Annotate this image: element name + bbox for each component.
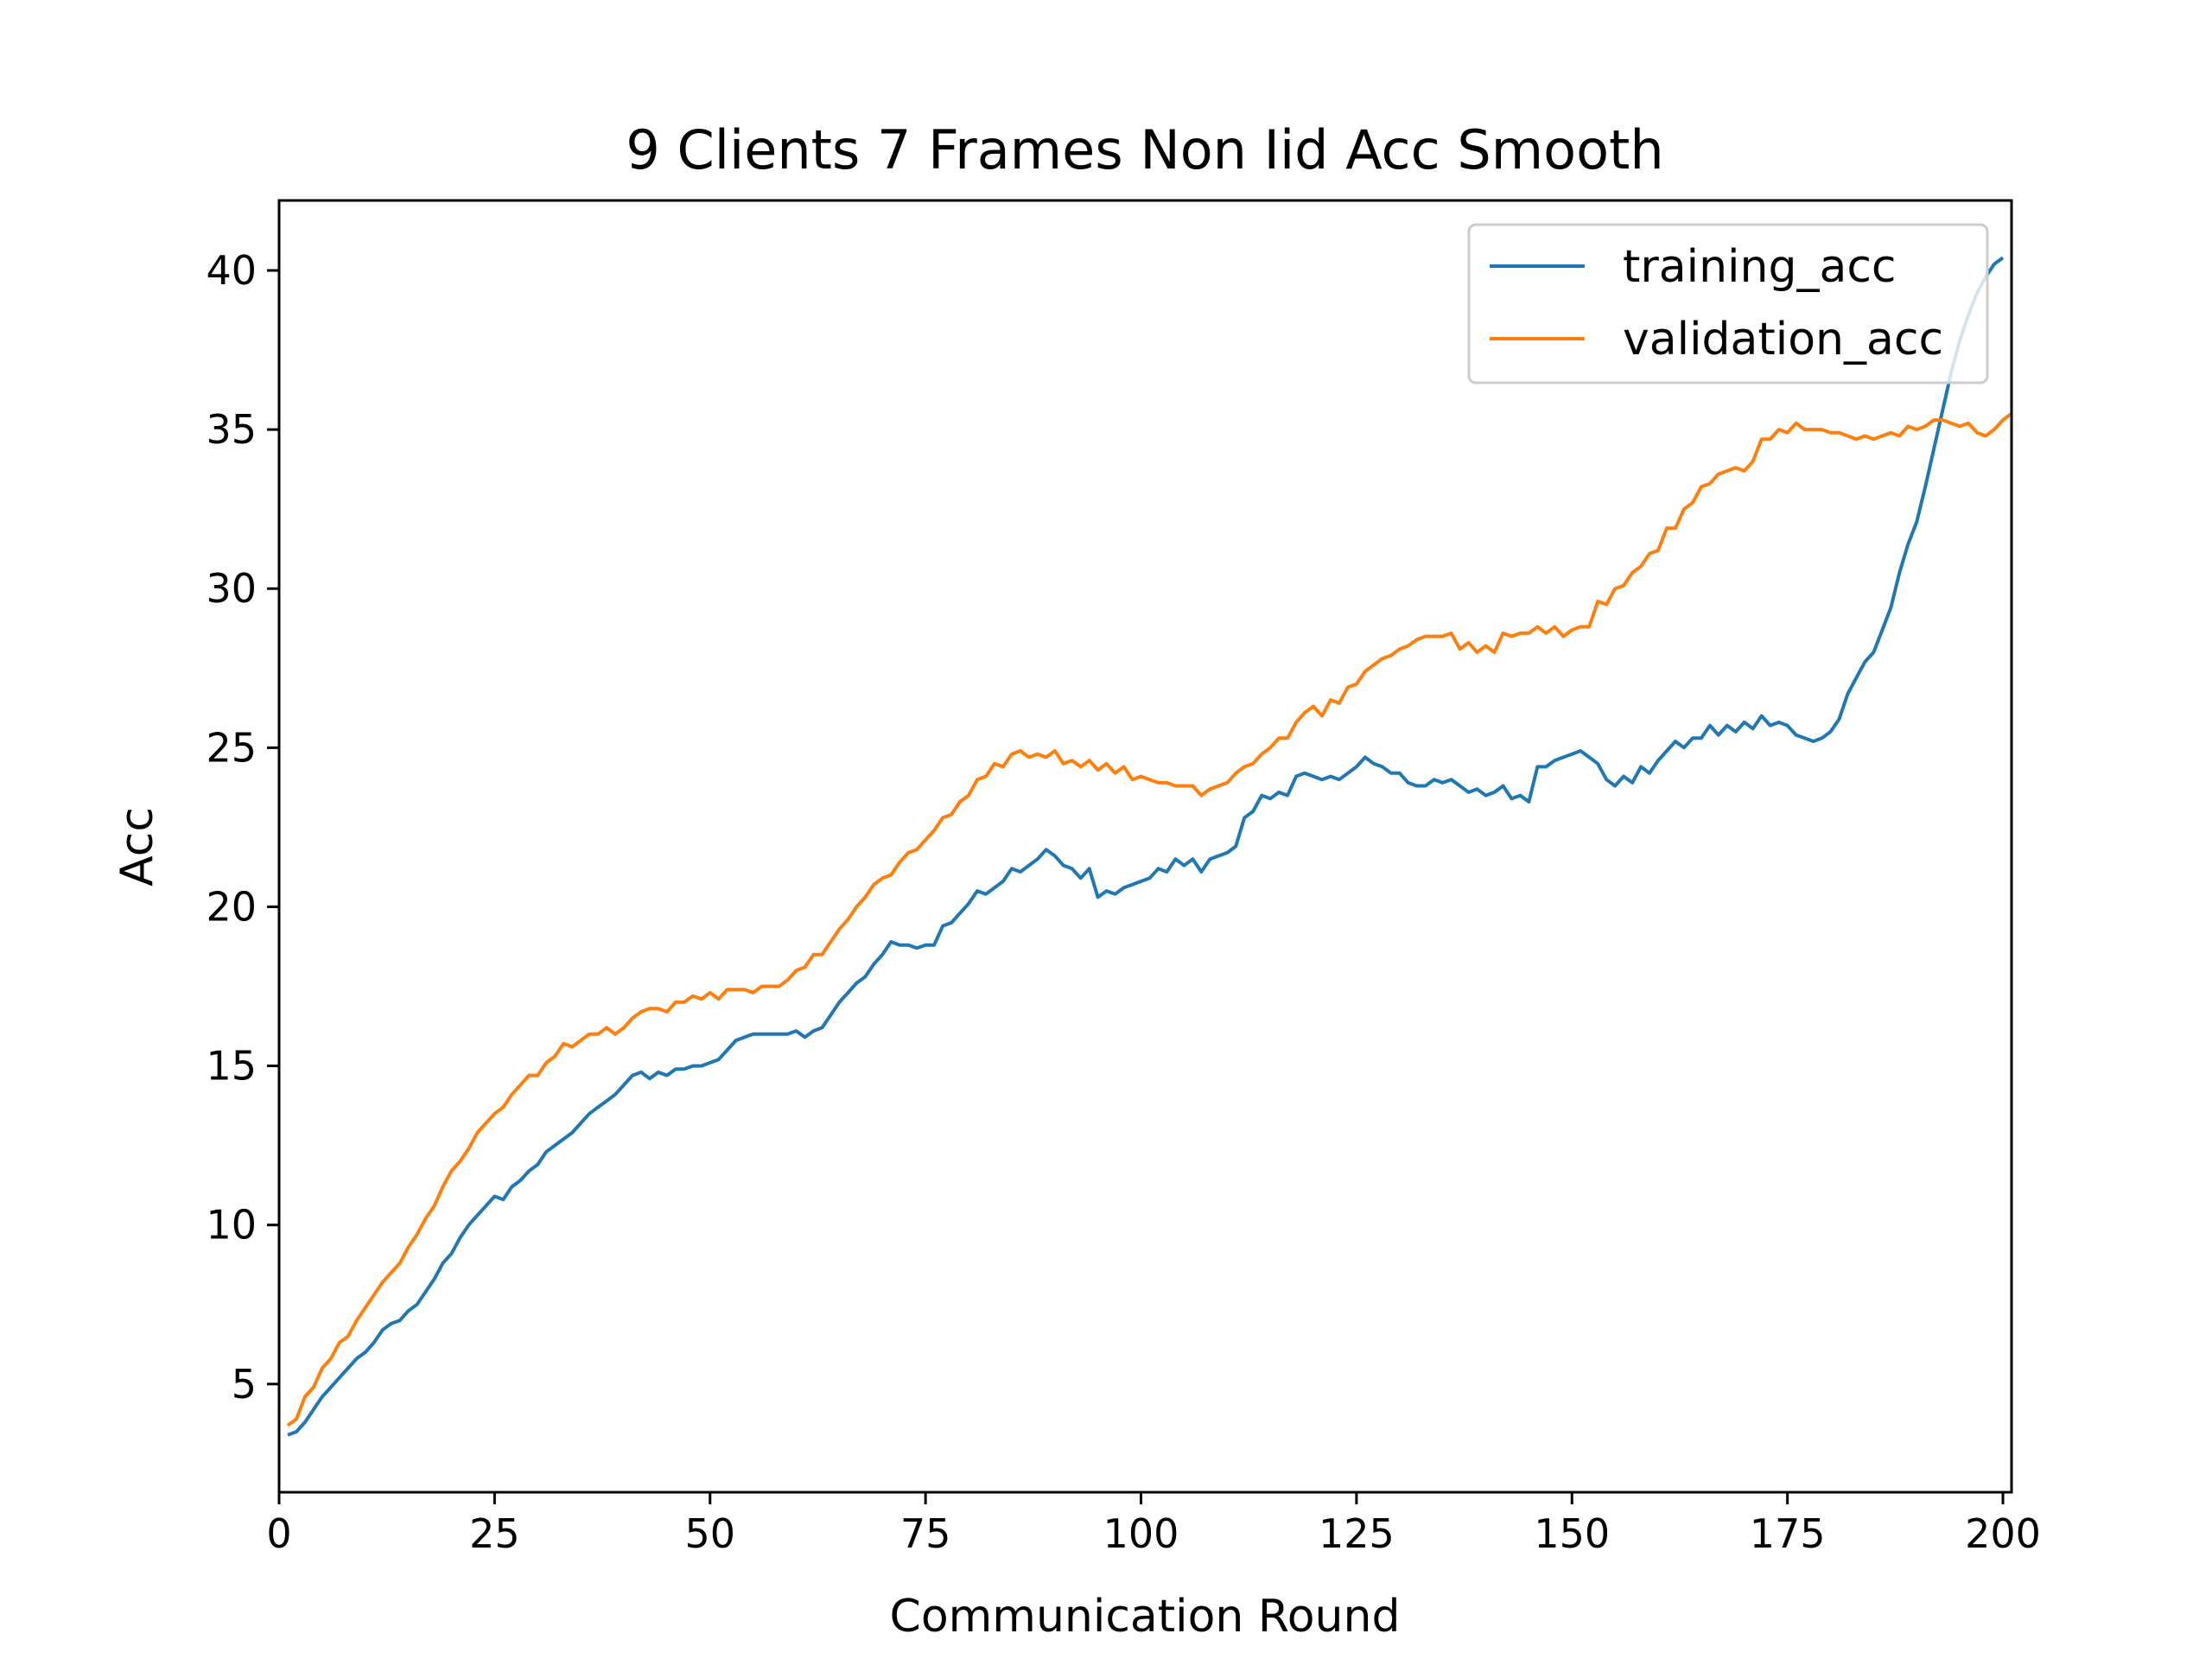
x-tick-label: 175 xyxy=(1750,1510,1826,1557)
y-tick-label: 35 xyxy=(206,406,257,453)
plot-area xyxy=(277,199,2013,1494)
legend-box xyxy=(1467,223,1989,385)
y-axis-label: Acc xyxy=(111,807,163,887)
legend-label-training-acc: training_acc xyxy=(1623,241,1897,293)
x-axis-label: Communication Round xyxy=(890,1591,1401,1643)
y-tick-label: 5 xyxy=(232,1361,257,1408)
y-tick-label: 40 xyxy=(206,247,257,294)
x-tick-label: 200 xyxy=(1965,1510,2041,1557)
y-tick-label: 15 xyxy=(206,1043,257,1090)
legend-label-validation-acc: validation_acc xyxy=(1623,314,1943,365)
x-axis: 0 25 50 75 100 125 150 175 200 xyxy=(266,1492,2041,1557)
x-tick-label: 0 xyxy=(266,1510,291,1557)
y-tick-label: 25 xyxy=(206,724,257,771)
axes-frame xyxy=(277,199,2013,1494)
y-tick-label: 10 xyxy=(206,1202,257,1249)
y-tick-label: 30 xyxy=(206,565,257,612)
x-tick-label: 125 xyxy=(1319,1510,1395,1557)
x-tick-label: 100 xyxy=(1103,1510,1179,1557)
x-tick-label: 75 xyxy=(900,1510,951,1557)
series-line-validation-acc xyxy=(286,412,2013,1427)
series-line-training-acc xyxy=(287,256,2005,1437)
x-tick-label: 50 xyxy=(684,1510,735,1557)
x-tick-label: 150 xyxy=(1534,1510,1610,1557)
series-layer xyxy=(286,256,2013,1437)
x-tick-label: 25 xyxy=(469,1510,520,1557)
legend: training_acc validation_acc xyxy=(1467,223,1989,385)
chart-title: 9 Clients 7 Frames Non Iid Acc Smooth xyxy=(626,118,1663,181)
y-tick-label: 20 xyxy=(206,883,257,930)
y-axis: 5 10 15 20 25 30 35 40 xyxy=(206,247,279,1408)
